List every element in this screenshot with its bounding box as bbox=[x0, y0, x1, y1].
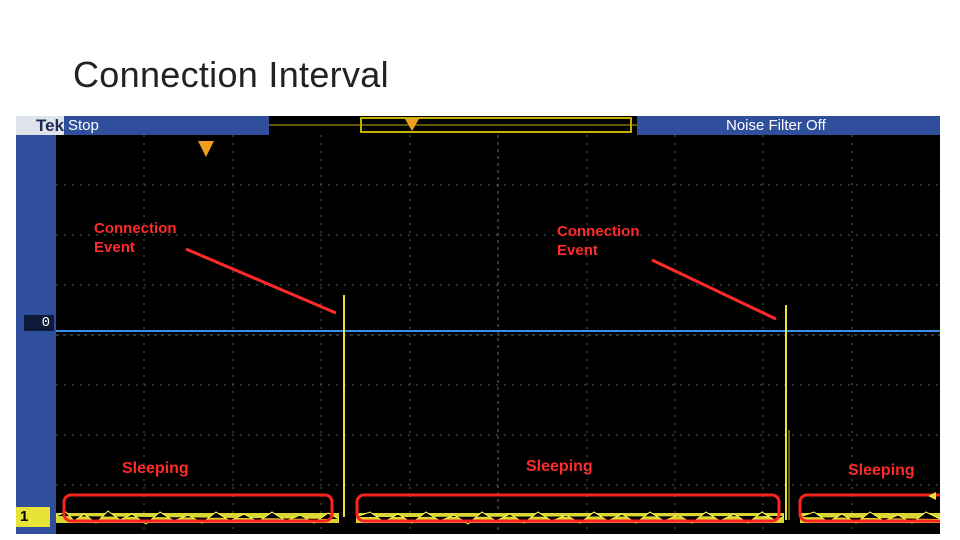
annotation-sleeping-3: Sleeping bbox=[848, 462, 915, 479]
brand-logo: Tek bbox=[16, 116, 64, 135]
annotation-line: Connection bbox=[557, 223, 640, 240]
timeline-bracket bbox=[269, 117, 637, 133]
offscreen-arrow-icon bbox=[928, 492, 936, 500]
oscilloscope-screen: Tek Stop Noise Filter Off bbox=[16, 116, 940, 534]
noise-filter-label: Noise Filter Off bbox=[726, 117, 826, 134]
trigger-position-icon bbox=[405, 119, 419, 131]
annotation-line: Event bbox=[94, 239, 135, 256]
slide-title: Connection Interval bbox=[73, 54, 389, 95]
reference-level-label: 0 bbox=[24, 315, 54, 331]
sleep-box-3 bbox=[798, 493, 940, 523]
annotation-line: Event bbox=[557, 242, 598, 259]
scope-left-bar bbox=[16, 135, 56, 534]
channel-1-label: 1 bbox=[16, 507, 50, 527]
record-timeline bbox=[269, 116, 637, 135]
sleep-box-1 bbox=[62, 493, 334, 523]
waveform-display bbox=[56, 135, 940, 534]
annotation-arrow-2 bbox=[651, 258, 777, 321]
run-state-label: Stop bbox=[68, 117, 99, 134]
sleep-box-2 bbox=[355, 493, 781, 523]
annotation-connection-event-2: Connection Event bbox=[557, 222, 640, 260]
annotation-arrow-1 bbox=[185, 247, 337, 315]
annotation-sleeping-1: Sleeping bbox=[122, 460, 189, 477]
annotation-line: Connection bbox=[94, 220, 177, 237]
trigger-marker-icon bbox=[198, 141, 214, 157]
scope-top-bar: Tek Stop Noise Filter Off bbox=[16, 116, 940, 135]
annotation-sleeping-2: Sleeping bbox=[526, 458, 593, 475]
annotation-connection-event-1: Connection Event bbox=[94, 219, 177, 257]
